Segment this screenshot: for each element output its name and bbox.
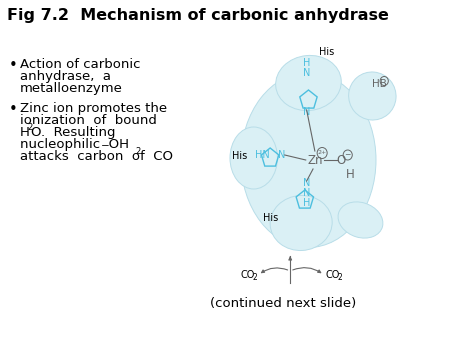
Text: 2: 2	[135, 147, 140, 156]
Text: N: N	[303, 68, 310, 78]
Text: N: N	[303, 107, 310, 117]
Text: H: H	[303, 198, 310, 208]
Text: HN: HN	[255, 150, 270, 160]
Ellipse shape	[270, 195, 332, 250]
Ellipse shape	[338, 202, 383, 238]
Text: His: His	[263, 213, 278, 223]
Text: N: N	[303, 188, 310, 198]
Text: ionization  of  bound: ionization of bound	[20, 114, 157, 127]
Ellipse shape	[349, 72, 396, 120]
Text: His: His	[232, 151, 247, 161]
Text: N: N	[279, 150, 286, 160]
Text: •: •	[9, 102, 18, 117]
Text: Zn: Zn	[307, 153, 323, 167]
Ellipse shape	[241, 72, 376, 247]
Text: anhydrase,  a: anhydrase, a	[20, 70, 111, 83]
Text: H: H	[346, 168, 355, 180]
Text: H: H	[303, 58, 310, 68]
Text: His: His	[320, 47, 335, 57]
Ellipse shape	[276, 55, 341, 111]
Text: Action of carbonic: Action of carbonic	[20, 58, 140, 71]
Text: (continued next slide): (continued next slide)	[210, 297, 356, 310]
Text: −: −	[100, 141, 109, 151]
Text: HB: HB	[372, 79, 387, 89]
Text: N: N	[303, 178, 310, 188]
Text: Zinc ion promotes the: Zinc ion promotes the	[20, 102, 167, 115]
Text: metalloenzyme: metalloenzyme	[20, 82, 123, 95]
Text: H: H	[20, 126, 30, 139]
Text: attacks  carbon  of  CO: attacks carbon of CO	[20, 150, 173, 163]
Text: −: −	[345, 150, 351, 160]
Text: 2: 2	[338, 273, 342, 282]
Text: •: •	[9, 58, 18, 73]
Text: 2: 2	[27, 123, 32, 132]
Text: O: O	[337, 153, 346, 167]
Text: O.  Resulting: O. Resulting	[31, 126, 116, 139]
Ellipse shape	[230, 127, 278, 189]
Text: 2: 2	[253, 273, 257, 282]
Text: nucleophilic  OH: nucleophilic OH	[20, 138, 129, 151]
Text: Fig 7.2  Mechanism of carbonic anhydrase: Fig 7.2 Mechanism of carbonic anhydrase	[7, 8, 389, 23]
Text: 2+: 2+	[318, 150, 327, 155]
Text: CO: CO	[326, 270, 340, 280]
Text: CO: CO	[241, 270, 255, 280]
